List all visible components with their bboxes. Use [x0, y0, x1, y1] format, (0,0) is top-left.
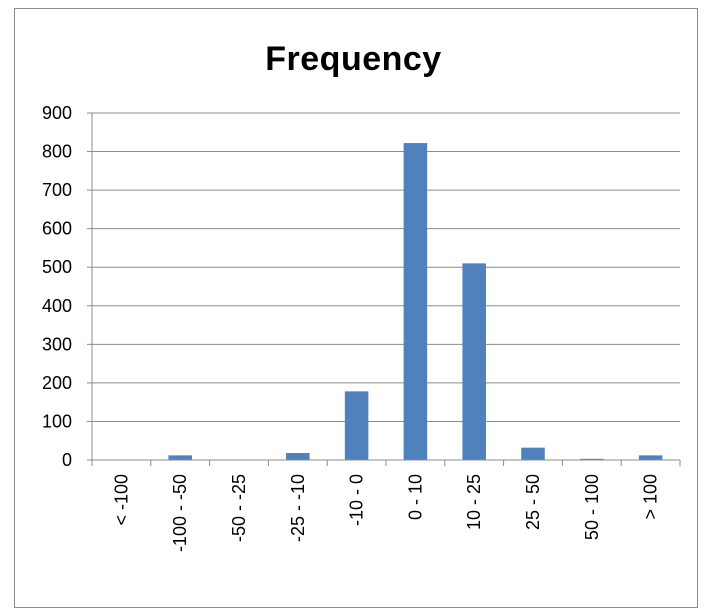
- y-tick-labels: 0 100 200 300 400 500 600 700 800 900: [42, 103, 72, 470]
- x-tick-labels: < -100 -100 - -50 -50 - -25 -25 - -10 -10 - …: [111, 474, 660, 552]
- gridlines: [87, 112, 680, 461]
- bar: [580, 458, 604, 460]
- y-tick-label: 100: [42, 411, 72, 431]
- y-tick-label: 500: [42, 257, 72, 277]
- x-tick-label: 10 - 25: [464, 474, 484, 530]
- x-tick-label: 25 - 50: [523, 474, 543, 530]
- x-tick-label: < -100: [111, 474, 131, 526]
- x-tick-label: 0 - 10: [405, 474, 425, 520]
- x-tick-label: 50 - 100: [582, 474, 602, 540]
- y-tick-label: 800: [42, 142, 72, 162]
- chart-frame: [14, 8, 698, 608]
- x-tick-label: -100 - -50: [170, 474, 190, 552]
- bar: [403, 143, 428, 460]
- bar: [638, 455, 663, 460]
- bar: [168, 455, 192, 460]
- x-tick-label: -10 - 0: [347, 474, 367, 526]
- y-tick-label: 900: [42, 103, 72, 123]
- y-tick-label: 0: [62, 450, 72, 470]
- y-tick-label: 600: [42, 219, 72, 239]
- bar: [344, 391, 369, 460]
- bar: [462, 263, 486, 460]
- x-tick-label: -25 - -10: [288, 474, 308, 542]
- y-tick-label: 200: [42, 373, 72, 393]
- bar: [286, 453, 310, 460]
- x-tick-label: > 100: [641, 474, 661, 520]
- y-tick-label: 400: [42, 296, 72, 316]
- y-tick-label: 700: [42, 180, 72, 200]
- axes: [91, 113, 681, 466]
- bar: [521, 447, 545, 460]
- x-tick-label: -50 - -25: [229, 474, 249, 542]
- chart-title: Frequency: [265, 40, 442, 78]
- bars: [168, 143, 663, 460]
- y-tick-label: 300: [42, 334, 72, 354]
